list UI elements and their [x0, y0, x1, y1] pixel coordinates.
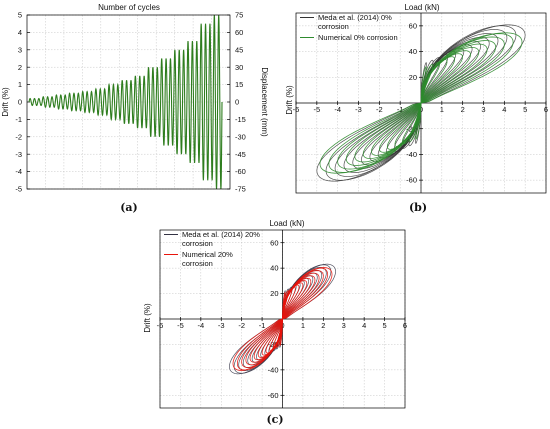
chart-b-legend: Meda et al. (2014) 0% corrosion Numerical … — [300, 13, 398, 42]
chart-a-y-tick: 1 — [18, 80, 22, 89]
chart-b-legend-label: Meda et al. (2014) 0% corrosion — [318, 13, 392, 31]
chart-c-frame — [159, 229, 406, 409]
chart-c-loop — [249, 275, 316, 363]
chart-a-y-tick: 0 — [18, 98, 22, 107]
chart-a-y2label: Displacement (mm) — [260, 67, 269, 137]
chart-b-series-1 — [319, 32, 523, 174]
chart-b-loop — [354, 43, 488, 163]
chart-a-y2-tick: -60 — [235, 167, 246, 176]
chart-b-loop — [362, 46, 480, 160]
chart-a-panel-label: (a) — [120, 201, 138, 214]
chart-c-x-tick: 2 — [321, 321, 325, 330]
chart-c-x-tick: 3 — [342, 321, 346, 330]
chart-b-y-tick: -20 — [406, 124, 417, 133]
chart-a-y-tick: -5 — [15, 185, 22, 194]
chart-b-x-tick: 5 — [523, 105, 527, 114]
chart-b-panel-label: (b) — [409, 201, 427, 214]
chart-c-legend-label: Numerical 20% corrosion — [182, 250, 233, 268]
chart-b-y-tick: 60 — [409, 21, 417, 30]
chart-a-y-tick: 2 — [18, 63, 22, 72]
chart-b-loop — [319, 32, 523, 174]
chart-a-title: Number of cycles — [98, 3, 160, 12]
chart-a-y2-tick: 15 — [235, 80, 243, 89]
chart-c-x-tick: -5 — [177, 321, 184, 330]
chart-a-series — [28, 14, 223, 190]
chart-a-y2-tick: 0 — [235, 98, 239, 107]
chart-a: Number of cycles Drift (%) Displacement … — [1, 3, 269, 214]
chart-c-title: Load (kN) — [269, 219, 304, 228]
chart-b-x-tick: 2 — [461, 105, 465, 114]
chart-b-loop — [361, 40, 481, 166]
chart-b-loop — [325, 25, 517, 181]
chart-a-y-tick: -4 — [15, 167, 22, 176]
chart-c-y-tick: 60 — [270, 238, 278, 247]
chart-b-y-tick: -60 — [406, 176, 417, 185]
chart-a-y2-tick: 60 — [235, 28, 243, 37]
chart-b-x-tick: -1 — [397, 105, 404, 114]
chart-c-y-tick: -40 — [268, 365, 279, 374]
chart-c-x-tick: 1 — [301, 321, 305, 330]
chart-c-x-tick: -3 — [218, 321, 225, 330]
chart-b-y-tick: -40 — [406, 150, 417, 159]
chart-c-ylabel: Drift (%) — [143, 303, 152, 333]
chart-c-legend-label: Meda et al. (2014) 20% corrosion — [182, 230, 260, 248]
chart-b-x-tick: -4 — [334, 105, 341, 114]
chart-c-x-tick: 4 — [362, 321, 366, 330]
chart-a-y-tick: 4 — [18, 28, 22, 37]
chart-a-y-tick: 5 — [18, 11, 22, 20]
chart-a-y2-tick: -75 — [235, 185, 246, 194]
chart-c-y-tick: -60 — [268, 391, 279, 400]
chart-a-y2-tick: 30 — [235, 63, 243, 72]
chart-c-series-1 — [232, 267, 333, 371]
chart-a-y2-tick: -30 — [235, 132, 246, 141]
chart-c-x-tick: -1 — [259, 321, 266, 330]
chart-a-y-tick: -3 — [15, 150, 22, 159]
chart-a-frame — [26, 14, 231, 190]
chart-b-loop — [316, 24, 526, 182]
chart-c-y-tick: -20 — [268, 340, 279, 349]
chart-b-loop — [343, 33, 499, 173]
chart-c-loop — [236, 267, 329, 371]
chart-a-y2-tick: 45 — [235, 45, 243, 54]
chart-c-legend: Meda et al. (2014) 20% corrosion Numerical… — [164, 230, 260, 268]
chart-b-loop — [328, 33, 514, 173]
chart-c-y-tick: 40 — [270, 264, 278, 273]
chart-b-x-tick: -3 — [355, 105, 362, 114]
chart-a-y2-tick: -45 — [235, 150, 246, 159]
chart-c-panel-label: (c) — [266, 413, 283, 426]
chart-a-y2-tick: -15 — [235, 115, 246, 124]
chart-c-series — [229, 263, 336, 375]
chart-b-x-tick: -2 — [376, 105, 383, 114]
chart-c-x-tick: 5 — [382, 321, 386, 330]
chart-a-y-tick: -2 — [15, 132, 22, 141]
chart-b-x-tick: -5 — [313, 105, 320, 114]
chart-b-series — [316, 24, 526, 182]
chart-b-legend-label: Numerical 0% corrosion — [318, 33, 398, 42]
chart-a-ylabel: Drift (%) — [1, 87, 10, 117]
chart-b-loop — [352, 37, 490, 169]
chart-c-loop — [232, 267, 333, 371]
chart-b: Load (kN) Drift (%) (b) -6 -5 -4 -3 -2 -1 0 1 2 3… — [285, 3, 548, 214]
chart-b-ylabel: Drift (%) — [285, 85, 294, 115]
chart-b-y-tick: 40 — [409, 47, 417, 56]
chart-c-x-tick: -4 — [197, 321, 204, 330]
chart-c-loop — [245, 272, 320, 366]
chart-c-y-tick: 20 — [270, 289, 278, 298]
chart-b-x-tick: 1 — [440, 105, 444, 114]
chart-b-title: Load (kN) — [404, 3, 439, 12]
chart-a-ticks: 5 75 4 60 3 45 2 30 1 15 0 0 -1 -15 -2 -30 -3 -45 -4 -60 -5 -… — [15, 11, 246, 194]
chart-b-x-tick: 3 — [481, 105, 485, 114]
chart-a-y2-tick: 75 — [235, 11, 243, 20]
chart-a-y-tick: 3 — [18, 45, 22, 54]
chart-b-x-tick: 4 — [502, 105, 506, 114]
chart-b-frame — [295, 12, 547, 194]
chart-c: Load (kN) Drift (%) (c) -6 -5 -4 -3 -2 -1 0 1 2 3… — [143, 219, 407, 426]
chart-b-y-tick: 20 — [409, 73, 417, 82]
chart-b-loop — [345, 40, 497, 166]
chart-a-drift-series — [28, 14, 223, 190]
chart-c-x-tick: -2 — [238, 321, 245, 330]
chart-a-y-tick: -1 — [15, 115, 22, 124]
